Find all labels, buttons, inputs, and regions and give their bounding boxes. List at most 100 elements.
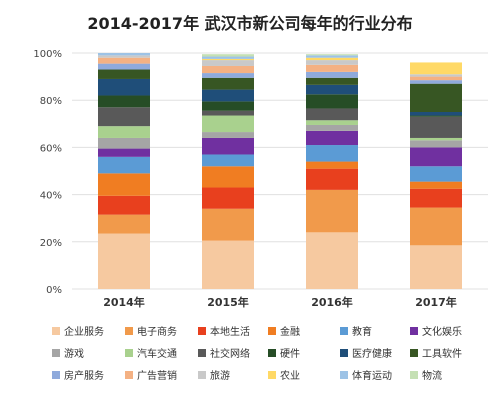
bar-segment — [410, 83, 462, 112]
legend-label: 社交网络 — [210, 347, 250, 360]
bar-segment — [98, 214, 150, 234]
bar-segment — [98, 78, 150, 96]
bar-segment — [202, 110, 254, 116]
bars — [98, 53, 462, 289]
legend-label: 汽车交通 — [137, 347, 177, 360]
bar-segment — [202, 115, 254, 133]
bar-segment — [202, 208, 254, 241]
legend-swatch — [125, 371, 133, 379]
y-tick-label: 40% — [40, 191, 62, 202]
bar-segment — [410, 112, 462, 116]
bar-segment — [306, 161, 358, 169]
bar-segment — [306, 77, 358, 85]
x-tick-label: 2014年 — [103, 295, 145, 309]
legend-swatch — [340, 371, 348, 379]
bar-segment — [306, 232, 358, 289]
legend-label: 金融 — [280, 325, 300, 338]
legend-label: 电子商务 — [137, 325, 177, 338]
bar-segment — [410, 140, 462, 148]
y-tick-label: 0% — [46, 285, 62, 296]
bar-segment — [306, 108, 358, 121]
bar-segment — [202, 154, 254, 167]
bar-segment — [410, 80, 462, 84]
legend-swatch — [268, 349, 276, 357]
y-axis: 0% 20% 40% 60% 80% 100% — [33, 49, 62, 296]
bar-segment — [410, 116, 462, 138]
legend-swatch — [125, 349, 133, 357]
legend-swatch — [198, 349, 206, 357]
bar-segment — [98, 63, 150, 70]
y-tick-label: 60% — [40, 143, 62, 154]
legend-label: 文化娱乐 — [422, 325, 462, 338]
legend-label: 医疗健康 — [352, 347, 392, 360]
bar-segment — [410, 62, 462, 75]
bar-segment — [202, 137, 254, 155]
bar-segment — [98, 57, 150, 64]
bar-segment — [306, 54, 358, 56]
bar-segment — [98, 95, 150, 108]
bar-segment — [410, 245, 462, 289]
legend-label: 教育 — [352, 325, 372, 338]
legend-swatch — [52, 327, 60, 335]
legend-label: 房产服务 — [64, 369, 104, 382]
bar-segment — [202, 187, 254, 209]
bar-segment — [306, 120, 358, 125]
x-axis: 2014年 2015年 2016年 2017年 — [103, 295, 457, 309]
bar-segment — [410, 166, 462, 182]
legend-label: 体育运动 — [352, 369, 392, 382]
bar-segment — [98, 148, 150, 157]
bar-segment — [202, 58, 254, 61]
legend-swatch — [340, 327, 348, 335]
legend-swatch — [340, 349, 348, 357]
bar-segment — [98, 69, 150, 79]
legend-label: 物流 — [422, 369, 442, 382]
bar-segment — [410, 181, 462, 189]
bar-segment — [410, 115, 462, 117]
bar-segment — [306, 189, 358, 233]
bar-segment — [306, 60, 358, 65]
legend-label: 旅游 — [210, 369, 230, 382]
bar-segment — [410, 207, 462, 246]
bar-segment — [306, 57, 358, 61]
legend-label: 本地生活 — [210, 325, 250, 338]
bar-segment — [410, 147, 462, 167]
bar-segment — [98, 195, 150, 215]
bar-segment — [306, 71, 358, 78]
bar-segment — [410, 76, 462, 81]
legend-swatch — [198, 327, 206, 335]
bar-segment — [98, 233, 150, 289]
legend-swatch — [410, 349, 418, 357]
bar-segment — [306, 55, 358, 58]
bar-segment — [98, 137, 150, 149]
legend-swatch — [268, 327, 276, 335]
bar-segment — [202, 77, 254, 90]
legend-label: 企业服务 — [64, 325, 104, 338]
x-tick-label: 2015年 — [207, 295, 249, 309]
bar-segment — [306, 64, 358, 72]
legend-label: 农业 — [280, 369, 300, 382]
bar-segment — [98, 156, 150, 174]
x-tick-label: 2016年 — [311, 295, 353, 309]
bar-segment — [98, 126, 150, 138]
bar-segment — [202, 60, 254, 66]
bar-segment — [306, 94, 358, 109]
legend-label: 广告营销 — [137, 369, 177, 382]
bar-segment — [98, 55, 150, 58]
y-tick-label: 80% — [40, 96, 62, 107]
bar-segment — [306, 168, 358, 190]
y-tick-label: 20% — [40, 238, 62, 249]
bar-segment — [98, 53, 150, 56]
y-tick-label: 100% — [33, 49, 62, 60]
legend-swatch — [410, 327, 418, 335]
bar-segment — [306, 145, 358, 162]
bar-segment — [98, 173, 150, 196]
x-tick-label: 2017年 — [415, 295, 457, 309]
bar-segment — [98, 107, 150, 127]
bar-segment — [410, 188, 462, 208]
legend-swatch — [125, 327, 133, 335]
legend-label: 工具软件 — [422, 347, 462, 360]
legend-swatch — [198, 371, 206, 379]
legend-swatch — [52, 371, 60, 379]
